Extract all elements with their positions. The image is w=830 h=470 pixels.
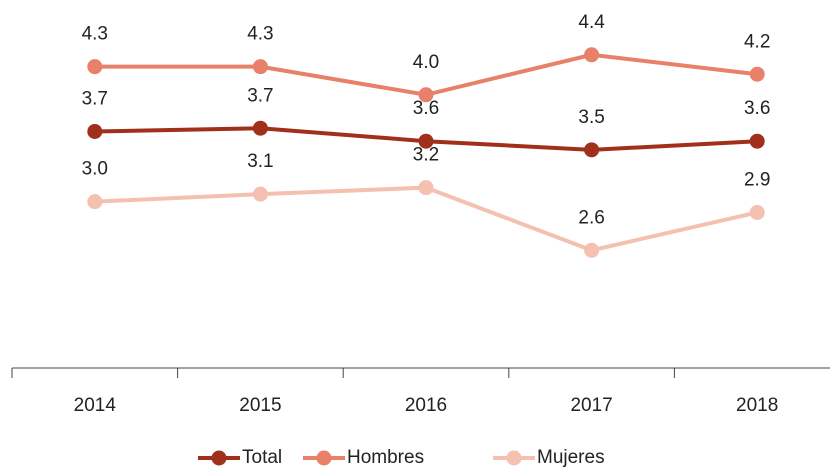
data-point bbox=[584, 242, 600, 258]
data-point bbox=[418, 180, 434, 196]
data-label: 4.0 bbox=[413, 52, 439, 73]
legend-marker bbox=[316, 450, 332, 466]
data-point bbox=[749, 66, 765, 82]
data-label: 4.4 bbox=[578, 12, 605, 33]
data-label: 2.9 bbox=[744, 169, 770, 190]
x-tick-label: 2017 bbox=[570, 395, 612, 416]
data-point bbox=[749, 204, 765, 220]
data-point bbox=[87, 59, 103, 75]
data-label: 3.0 bbox=[82, 159, 108, 180]
data-label: 3.6 bbox=[744, 98, 770, 119]
data-point bbox=[252, 186, 268, 202]
legend-marker bbox=[211, 450, 227, 466]
data-point bbox=[749, 133, 765, 149]
data-point bbox=[87, 194, 103, 210]
legend-marker bbox=[506, 450, 522, 466]
data-point bbox=[252, 59, 268, 75]
data-label: 3.1 bbox=[247, 151, 273, 172]
data-point bbox=[584, 47, 600, 63]
data-label: 3.7 bbox=[82, 88, 108, 109]
x-tick-label: 2016 bbox=[405, 395, 447, 416]
data-point bbox=[584, 142, 600, 158]
data-label: 4.3 bbox=[82, 24, 108, 45]
data-point bbox=[418, 87, 434, 103]
data-label: 3.6 bbox=[413, 98, 439, 119]
data-point bbox=[87, 123, 103, 139]
legend-label: Hombres bbox=[347, 447, 424, 468]
x-tick-label: 2014 bbox=[74, 395, 117, 416]
legend-label: Mujeres bbox=[537, 447, 605, 468]
data-label: 3.2 bbox=[413, 145, 439, 166]
data-point bbox=[418, 133, 434, 149]
data-label: 4.2 bbox=[744, 31, 770, 52]
series-line bbox=[94, 185, 758, 253]
x-tick-label: 2015 bbox=[239, 395, 281, 416]
data-label: 3.5 bbox=[578, 107, 604, 128]
legend-label: Total bbox=[242, 447, 282, 468]
data-label: 2.6 bbox=[578, 207, 604, 228]
x-tick-label: 2018 bbox=[736, 395, 778, 416]
data-label: 3.7 bbox=[247, 85, 273, 106]
data-point bbox=[252, 120, 268, 136]
data-label: 4.3 bbox=[247, 24, 273, 45]
